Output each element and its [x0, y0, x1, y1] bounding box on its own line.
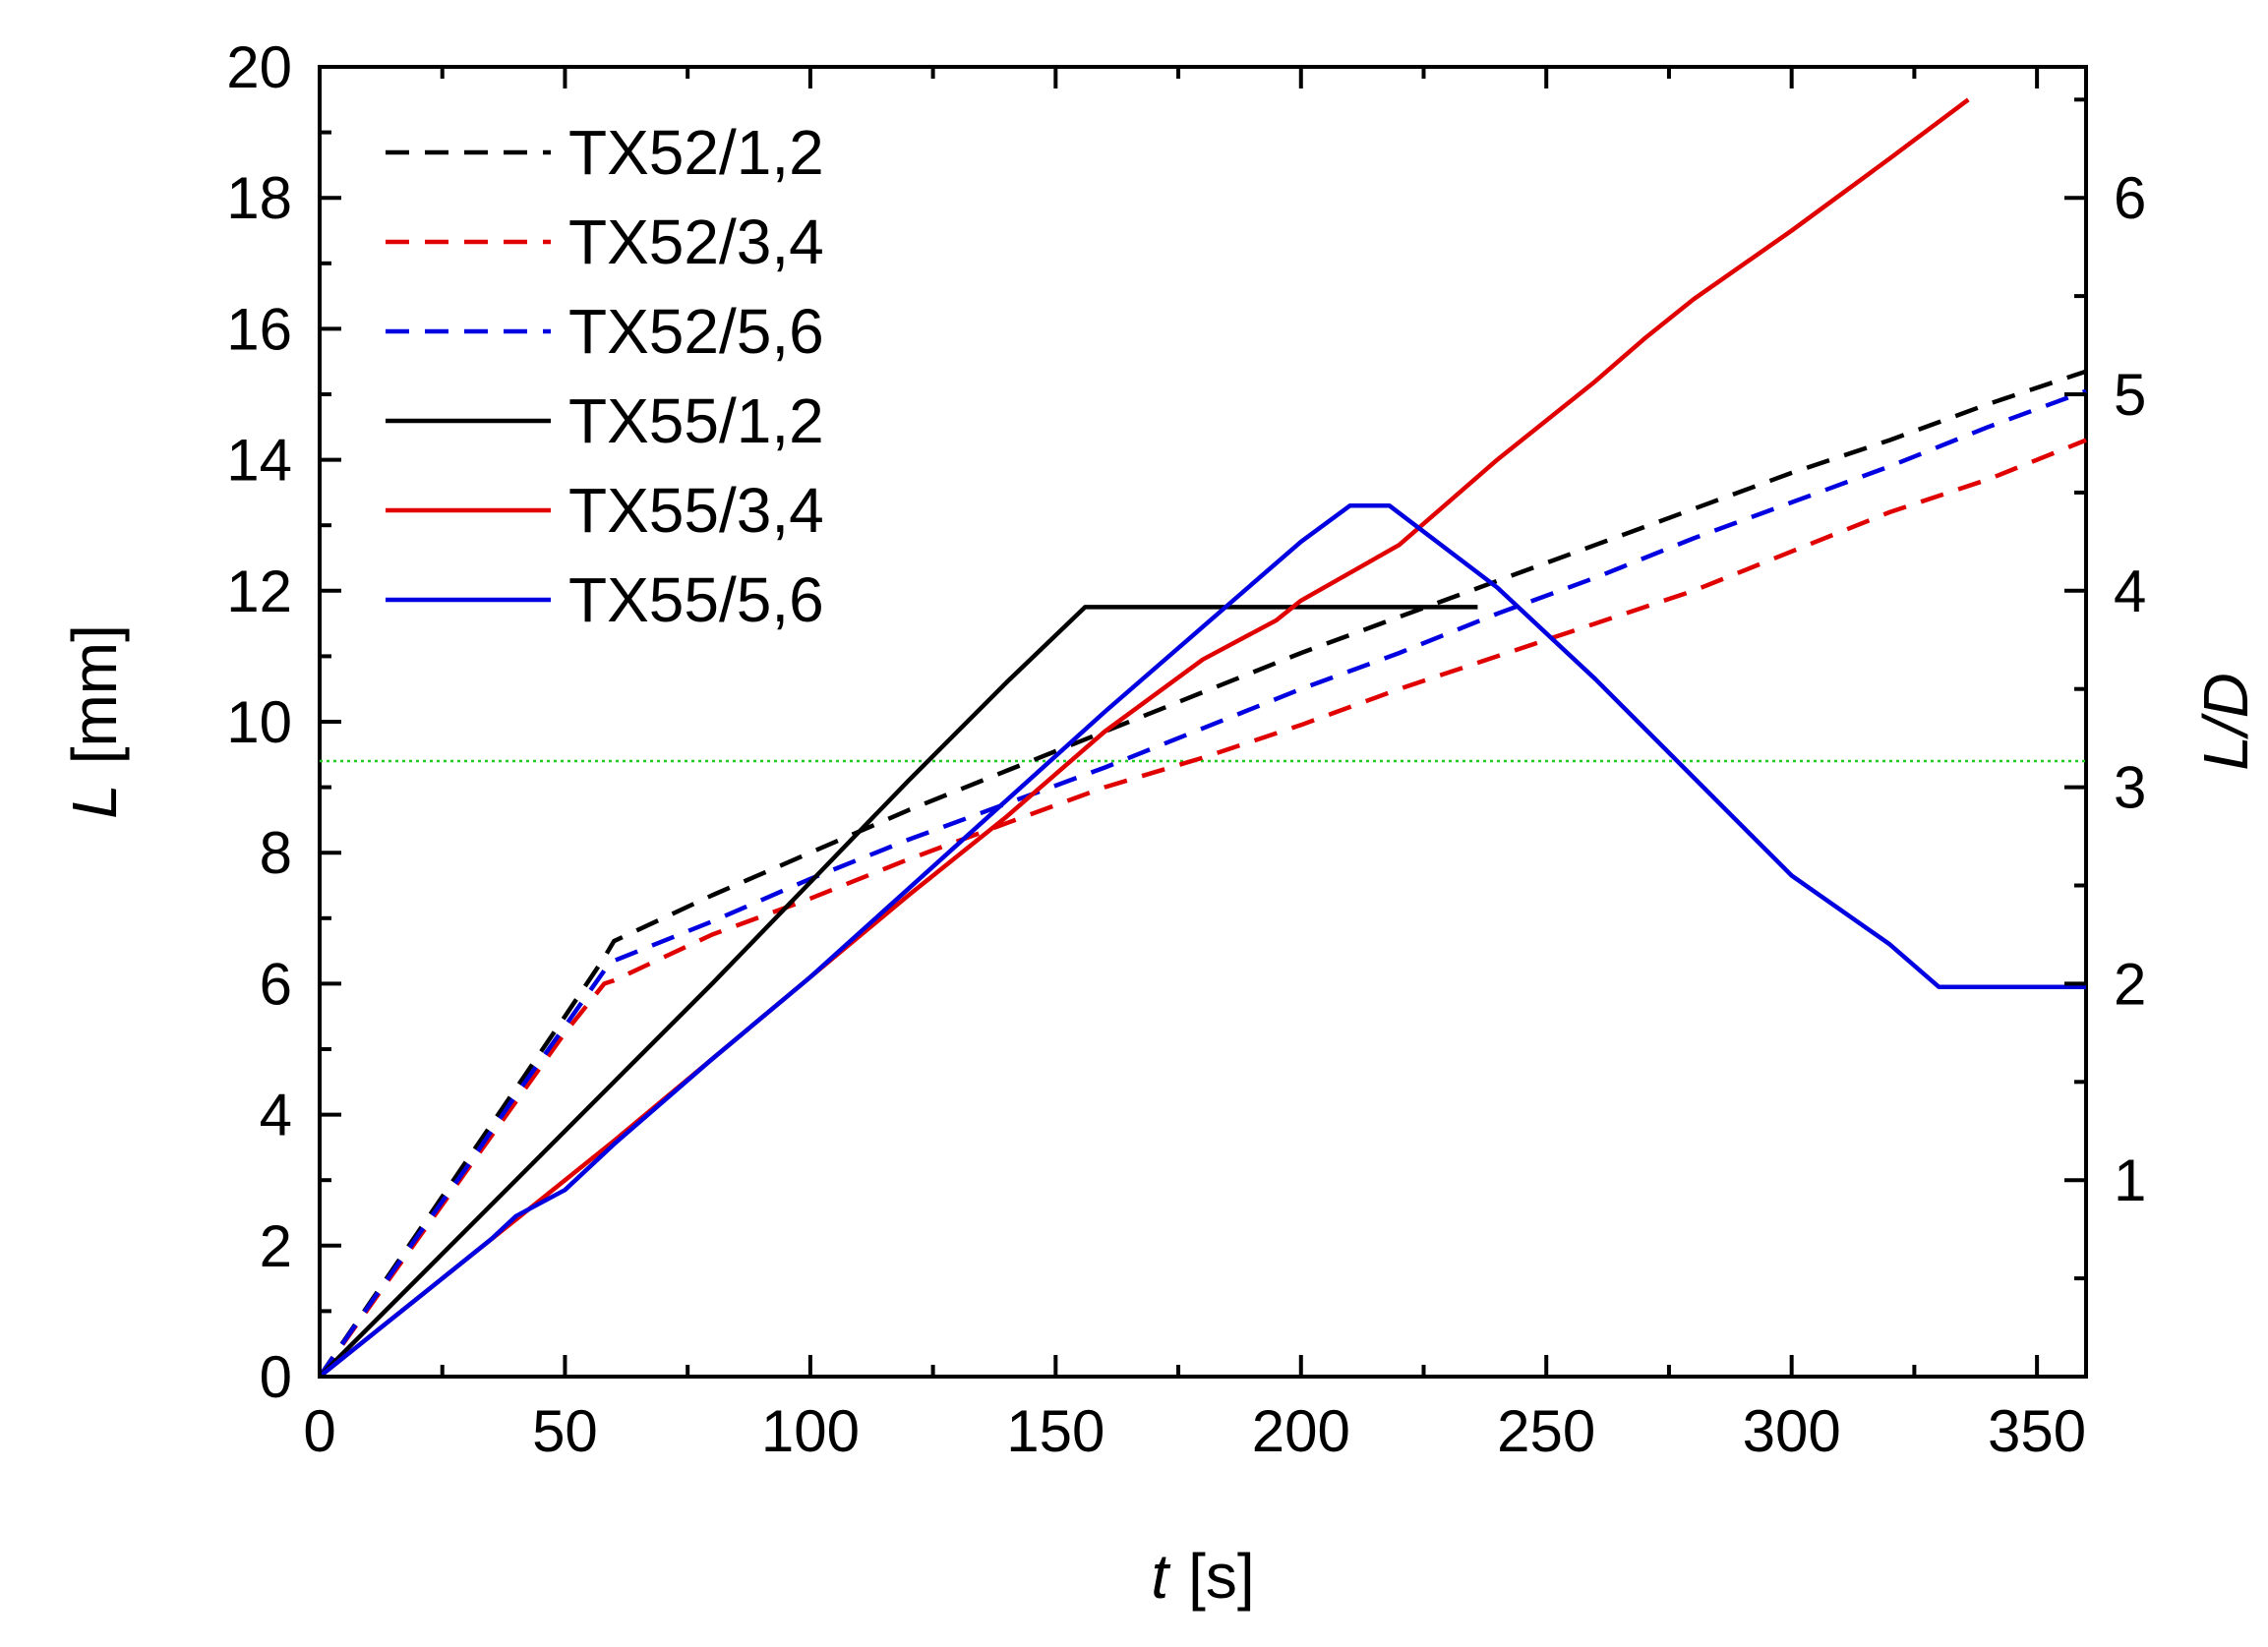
x-axis-unit: [s]: [1188, 1541, 1255, 1612]
x-tick-label: 0: [303, 1398, 335, 1464]
series-line-tx55-1-2: [318, 605, 1478, 1379]
x-axis-title: t [s]: [1151, 1541, 1254, 1612]
y2-tick-label: 1: [2114, 1147, 2146, 1213]
y-axis-title: L [mm]: [59, 624, 130, 819]
series-line-tx52-3-4: [318, 438, 2087, 1379]
x-tick-label: 150: [1006, 1398, 1104, 1464]
legend: TX52/1,2 TX52/3,4 TX52/5,6 TX55/1,2 TX55/3,4…: [386, 117, 824, 635]
plot-area: [318, 65, 2088, 1379]
y2-tick-label: 5: [2114, 362, 2146, 428]
legend-label: TX55/5,6: [568, 564, 824, 635]
y-tick-label: 2: [260, 1213, 292, 1279]
y-tick-label: 20: [226, 34, 292, 100]
y-tick-label: 8: [260, 820, 292, 886]
y2-tick-label: 3: [2114, 755, 2146, 821]
y2-tick-label: 2: [2114, 951, 2146, 1017]
series-line-tx52-1-2: [318, 369, 2087, 1379]
x-tick-label: 200: [1252, 1398, 1350, 1464]
x-tick-label: 250: [1497, 1398, 1595, 1464]
legend-label: TX52/5,6: [568, 296, 824, 367]
x-tick-label: 350: [1988, 1398, 2086, 1464]
y-tick-label: 16: [226, 296, 292, 362]
y-tick-label: 4: [260, 1083, 292, 1148]
x-axis-ticks: 0 50 100 150 200 250 300 350: [303, 67, 2086, 1464]
y2-axis-ticks: 1 2 3 4 5 6: [2064, 97, 2146, 1281]
legend-label: TX55/3,4: [568, 475, 824, 546]
legend-label: TX52/3,4: [568, 206, 824, 277]
series-layer: [318, 97, 2087, 1379]
y2-tick-label: 6: [2114, 165, 2146, 231]
x-tick-label: 50: [532, 1398, 598, 1464]
x-tick-label: 300: [1743, 1398, 1841, 1464]
y-axis-ticks: 0 2 4 6 8 10 12 14 16 18 20: [226, 34, 341, 1410]
legend-label: TX55/1,2: [568, 385, 824, 456]
y2-tick-label: 4: [2114, 559, 2146, 624]
y-tick-label: 0: [260, 1344, 292, 1410]
y2-axis-title: L/D: [2190, 673, 2261, 771]
y-tick-label: 6: [260, 951, 292, 1017]
y-axis-unit: [mm]: [59, 624, 130, 764]
series-line-tx52-5-6: [318, 388, 2087, 1379]
series-line-tx55-5-6: [318, 502, 2086, 1379]
x-axis-var: t: [1151, 1541, 1170, 1612]
legend-label: TX52/1,2: [568, 117, 824, 188]
y-tick-label: 10: [226, 689, 292, 755]
series-line-tx55-3-4: [318, 97, 1970, 1379]
y-tick-label: 12: [226, 559, 292, 624]
y-tick-label: 18: [226, 165, 292, 231]
x-tick-label: 100: [761, 1398, 860, 1464]
y-axis-var: L: [59, 784, 130, 819]
y-tick-label: 14: [226, 428, 292, 494]
